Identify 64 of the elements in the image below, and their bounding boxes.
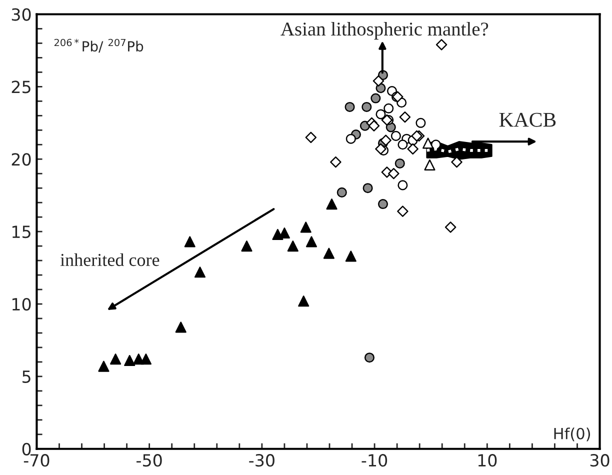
point	[110, 354, 122, 365]
point	[175, 322, 186, 333]
y-tick-label: 5	[22, 370, 30, 384]
point	[306, 236, 318, 248]
point	[300, 222, 312, 233]
point	[241, 240, 252, 252]
point	[436, 39, 448, 50]
x-tick-label: -30	[249, 454, 274, 467]
point	[344, 102, 355, 112]
point	[399, 111, 411, 123]
point	[362, 102, 372, 112]
point	[397, 206, 408, 217]
point	[370, 93, 381, 104]
point	[346, 134, 356, 144]
point	[398, 140, 408, 150]
point	[376, 109, 386, 120]
point	[124, 354, 136, 366]
point	[330, 156, 342, 168]
point	[140, 354, 152, 365]
y-tick-label: 0	[22, 442, 31, 456]
point	[364, 352, 374, 363]
point	[287, 240, 298, 252]
point	[368, 120, 380, 132]
point	[444, 222, 456, 233]
point	[378, 199, 388, 210]
point	[362, 183, 373, 194]
point	[184, 236, 196, 248]
point	[375, 143, 386, 155]
annotation: inherited core	[60, 253, 160, 266]
point	[372, 75, 384, 87]
point	[394, 158, 405, 168]
point	[422, 138, 434, 149]
point	[326, 198, 338, 210]
point	[416, 118, 426, 128]
y-axis-title: $^{206*}$Pb/ $^{207}$Pb	[54, 38, 144, 53]
point	[345, 250, 356, 262]
point	[380, 134, 392, 146]
y-tick-label: 25	[12, 80, 30, 94]
y-tick-label: 10	[12, 298, 31, 311]
point	[407, 143, 418, 155]
point	[390, 130, 401, 141]
x-axis-title: Hf(0)	[554, 428, 590, 442]
point	[384, 103, 394, 114]
annotation: Asian lithospheric mantle?	[280, 22, 488, 40]
y-tick-label: 30	[12, 8, 31, 21]
x-tick-label: 30	[590, 454, 610, 467]
point	[194, 266, 206, 278]
point	[98, 360, 110, 372]
x-tick-label: -10	[362, 454, 388, 467]
x-tick-label: -50	[136, 454, 162, 467]
point	[381, 114, 393, 126]
point	[398, 180, 408, 190]
point	[424, 159, 436, 170]
point	[388, 168, 400, 180]
point	[305, 132, 317, 144]
y-tick-label: 20	[12, 153, 31, 166]
point	[411, 130, 422, 142]
annotation: KACB	[499, 112, 556, 127]
point	[298, 296, 310, 307]
x-tick-label: 10	[478, 454, 497, 467]
x-tick-label: -70	[24, 454, 50, 467]
y-tick-label: 15	[12, 226, 30, 238]
point	[336, 187, 347, 198]
point	[323, 248, 334, 259]
